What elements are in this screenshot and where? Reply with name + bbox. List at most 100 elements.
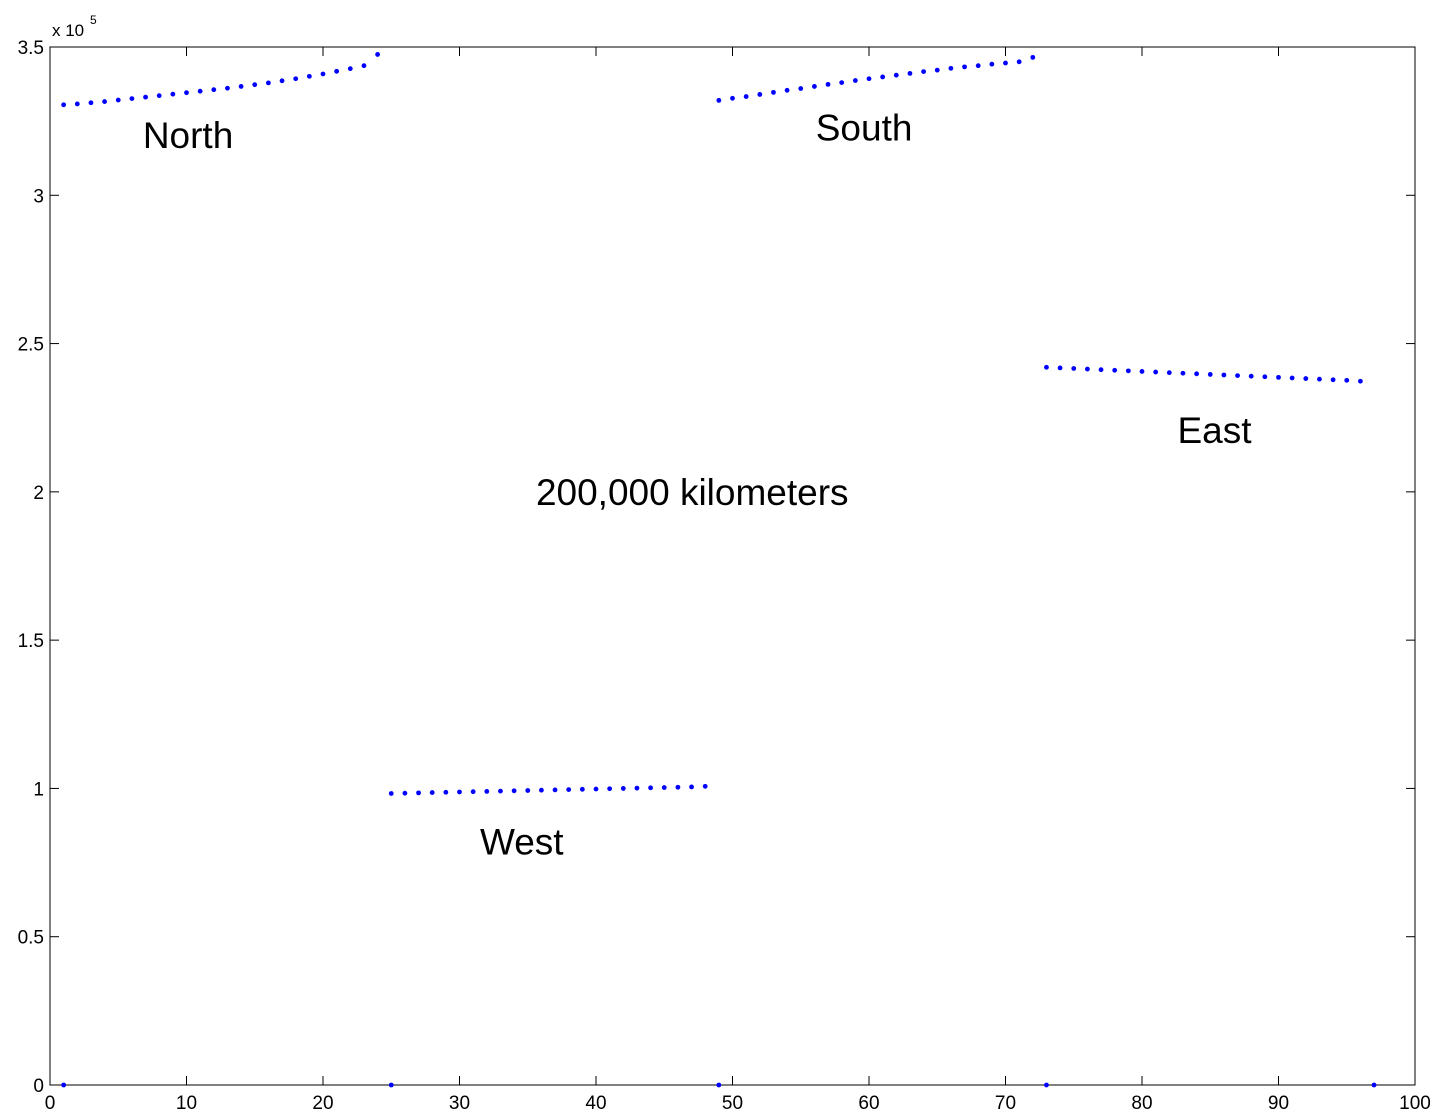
data-point	[880, 74, 886, 80]
y-tick-label: 3	[33, 186, 44, 207]
data-point	[129, 96, 135, 102]
data-point	[1262, 374, 1268, 380]
data-point	[88, 100, 94, 106]
data-point	[266, 80, 271, 86]
data-point	[812, 84, 817, 89]
data-point	[1125, 368, 1131, 374]
data-point	[252, 82, 258, 88]
data-point	[730, 95, 735, 101]
data-point	[375, 52, 380, 57]
data-point	[156, 93, 162, 99]
y-tick-label: 0	[33, 1076, 44, 1097]
y-multiplier-base: x 10	[52, 21, 84, 40]
data-point	[511, 788, 517, 794]
data-point	[361, 63, 367, 69]
data-point	[1207, 372, 1213, 377]
data-point	[1098, 367, 1104, 373]
data-point	[525, 788, 531, 793]
data-point	[388, 1082, 394, 1088]
x-tick-labels: 0 10 20 30 40 50 60 70 80 90 100	[45, 1093, 1431, 1114]
data-point	[211, 87, 217, 93]
data-point	[620, 786, 626, 791]
data-point	[498, 788, 503, 794]
data-point	[948, 65, 954, 71]
y-tick-label: 1	[33, 779, 44, 800]
data-point	[566, 787, 572, 793]
data-point	[429, 790, 435, 795]
data-point	[1317, 376, 1322, 382]
data-point	[539, 787, 544, 793]
data-point	[839, 80, 845, 85]
annotations: North South East 200,000 kilometers West	[143, 107, 1252, 862]
y-tick-label: 2	[33, 483, 44, 504]
data-point	[1044, 364, 1049, 370]
y-tick-label: 2.5	[18, 335, 44, 356]
x-tick-label: 50	[722, 1093, 743, 1114]
data-point	[962, 64, 967, 70]
x-tick-label: 0	[45, 1093, 56, 1114]
x-tick-label: 100	[1399, 1093, 1431, 1114]
y-tick-labels: 0 0.5 1 1.5 2 2.5 3 3.5	[18, 38, 44, 1097]
data-point	[1235, 373, 1240, 379]
data-point	[470, 789, 476, 795]
data-point	[661, 785, 667, 790]
data-point	[1003, 60, 1008, 66]
data-point	[347, 66, 353, 72]
data-point	[579, 786, 585, 792]
data-point	[74, 101, 80, 107]
data-point	[61, 1082, 67, 1088]
data-point	[716, 97, 722, 103]
data-point	[170, 91, 176, 97]
data-point	[1371, 1082, 1377, 1088]
data-point	[334, 68, 340, 74]
data-point	[279, 78, 285, 84]
x-tick-label: 90	[1268, 1093, 1289, 1114]
data-point	[771, 89, 776, 95]
x-tick-label: 20	[312, 1093, 333, 1114]
annotation-label: North	[143, 115, 233, 156]
annotation-label: West	[480, 822, 564, 863]
data-point	[1139, 369, 1145, 374]
data-point	[293, 76, 299, 82]
data-point	[552, 787, 558, 793]
data-point	[143, 94, 148, 100]
data-point	[634, 785, 640, 791]
data-point	[306, 73, 312, 79]
data-point	[825, 81, 831, 87]
axis-ticks	[49, 46, 1416, 1086]
data-point	[1085, 366, 1090, 372]
data-point	[197, 88, 203, 94]
data-point	[388, 791, 394, 796]
data-point	[457, 789, 462, 795]
data-point	[675, 784, 681, 790]
annotation-label: East	[1177, 410, 1252, 451]
y-tick-label: 1.5	[18, 631, 44, 652]
data-point	[1194, 371, 1199, 377]
data-point	[866, 76, 872, 82]
x-tick-label: 70	[995, 1093, 1016, 1114]
data-point	[443, 789, 449, 795]
data-point	[989, 61, 995, 67]
data-point	[1153, 369, 1159, 375]
data-point	[61, 102, 67, 108]
y-tick-label: 3.5	[18, 38, 44, 59]
data-point	[784, 87, 790, 93]
data-point	[1030, 54, 1036, 60]
data-point	[893, 72, 899, 78]
annotation-label: South	[816, 107, 913, 148]
x-tick-label: 40	[585, 1093, 606, 1114]
data-point	[716, 1082, 722, 1088]
data-point	[648, 785, 653, 791]
data-point	[115, 97, 121, 103]
x-tick-label: 30	[449, 1093, 470, 1114]
data-point	[184, 90, 189, 96]
data-point	[1221, 372, 1227, 378]
data-point	[975, 63, 981, 69]
data-point	[102, 99, 107, 104]
data-point	[1180, 370, 1186, 376]
data-point	[1016, 59, 1022, 65]
data-point	[320, 71, 326, 77]
y-multiplier-exponent: 5	[90, 13, 97, 27]
data-point	[1289, 375, 1295, 381]
